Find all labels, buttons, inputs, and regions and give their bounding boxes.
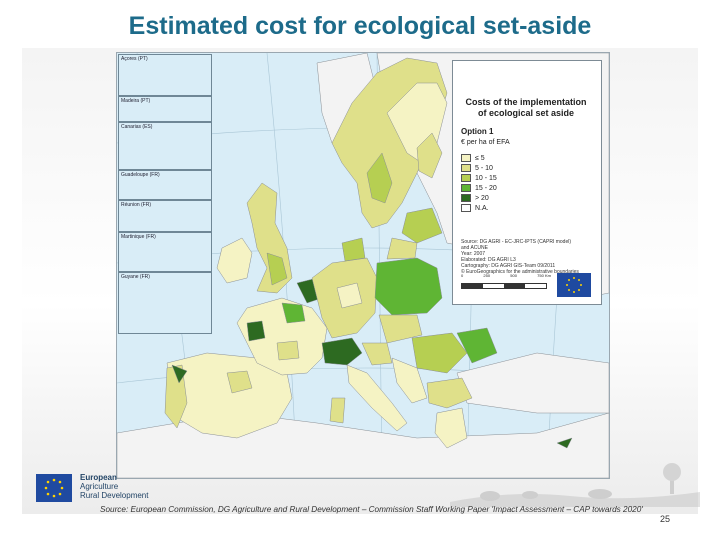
inset-azores: Açores (PT) [118,54,212,96]
inset-label: Guadeloupe (FR) [121,172,160,178]
legend-swatch [461,184,471,192]
legend-source-line: © EuroGeographics for the administrative… [461,269,579,275]
legend-source-line: Cartography: DG AGRI GIS-Team 09/2011 [461,263,556,269]
legend-item: 15 - 20 [461,183,591,193]
legend-source-line: Year: 2007 [461,251,486,257]
inset-canarias: Canarias (ES) [118,122,212,170]
british-isles [216,182,293,294]
legend-item-label: ≤ 5 [475,154,485,162]
legend-item: > 20 [461,193,591,203]
legend-title: Costs of the implementation of ecologica… [461,97,591,119]
inset-label: Réunion (FR) [121,202,152,208]
legend-title-line1: Costs of the implementation [465,97,587,107]
inset-label: Canarias (ES) [121,124,153,130]
legend-swatch [461,164,471,172]
inset-guadeloupe: Guadeloupe (FR) [118,170,212,200]
legend-item-label: 10 - 15 [475,174,497,182]
france [236,297,328,376]
legend-unit: € per ha of EFA [461,139,510,146]
legend-item-label: > 20 [475,194,489,202]
farm-silhouette-decoration [450,463,700,507]
legend-source-line: Elaborated: DG AGRI L3 [461,257,516,263]
scale-label: 750 Km [537,273,551,278]
legend-swatch [461,174,471,182]
legend-source: Source: DG AGRI - EC-JRC-IPTS (CAPRI mod… [461,239,593,275]
legend-item-label: N.A. [475,204,489,212]
inset-label: Açores (PT) [121,56,148,62]
eastern-europe [374,207,498,374]
slide-title: Estimated cost for ecological set-aside [128,12,592,40]
scale-label: 500 [510,273,517,278]
legend-item: 10 - 15 [461,173,591,183]
inset-martinique: Martinique (FR) [118,232,212,272]
central-europe [296,237,378,339]
overseas-insets: Açores (PT) Madeira (PT) Canarias (ES) G… [118,54,212,374]
legend-items: ≤ 5 5 - 10 10 - 15 15 - 20 > 20 N.A. [461,153,591,213]
legend-title-line2: of ecological set aside [477,108,575,118]
legend-item-label: 15 - 20 [475,184,497,192]
scale-bar [461,283,547,289]
source-citation: Source: European Commission, DG Agricult… [100,505,643,514]
eu-flag-icon [557,273,591,297]
legend-item: 5 - 10 [461,163,591,173]
iberia [164,352,293,439]
scale-bar-labels: 0 250 500 750 Km [461,273,551,278]
legend-swatch [461,204,471,212]
legend-item-label: 5 - 10 [475,164,493,172]
page-number: 25 [660,514,671,524]
legend-swatch [461,194,471,202]
inset-madeira: Madeira (PT) [118,96,212,122]
inset-label: Martinique (FR) [121,234,156,240]
inset-label: Guyane (FR) [121,274,150,280]
eu-dg-line: European [80,473,117,482]
scandinavia [331,57,448,229]
inset-guyane: Guyane (FR) [118,272,212,334]
balkans [391,357,573,449]
eu-dg-line: Rural Development [80,491,149,500]
legend-source-line: Source: DG AGRI - EC-JRC-IPTS (CAPRI mod… [461,239,572,245]
map-legend: Costs of the implementation of ecologica… [452,60,602,305]
legend-swatch [461,154,471,162]
eu-dg-label: European Agriculture Rural Development [80,473,148,500]
legend-item: N.A. [461,203,591,213]
legend-source-line: and ACUNE [461,245,488,251]
inset-label: Madeira (PT) [121,98,151,104]
inset-reunion: Réunion (FR) [118,200,212,232]
eu-flag-icon [36,474,72,502]
eu-dg-line: Agriculture [80,482,119,491]
legend-option: Option 1 [461,127,494,136]
scale-label: 0 [461,273,464,278]
scale-label: 250 [483,273,491,278]
italy-alps [321,337,408,432]
legend-item: ≤ 5 [461,153,591,163]
